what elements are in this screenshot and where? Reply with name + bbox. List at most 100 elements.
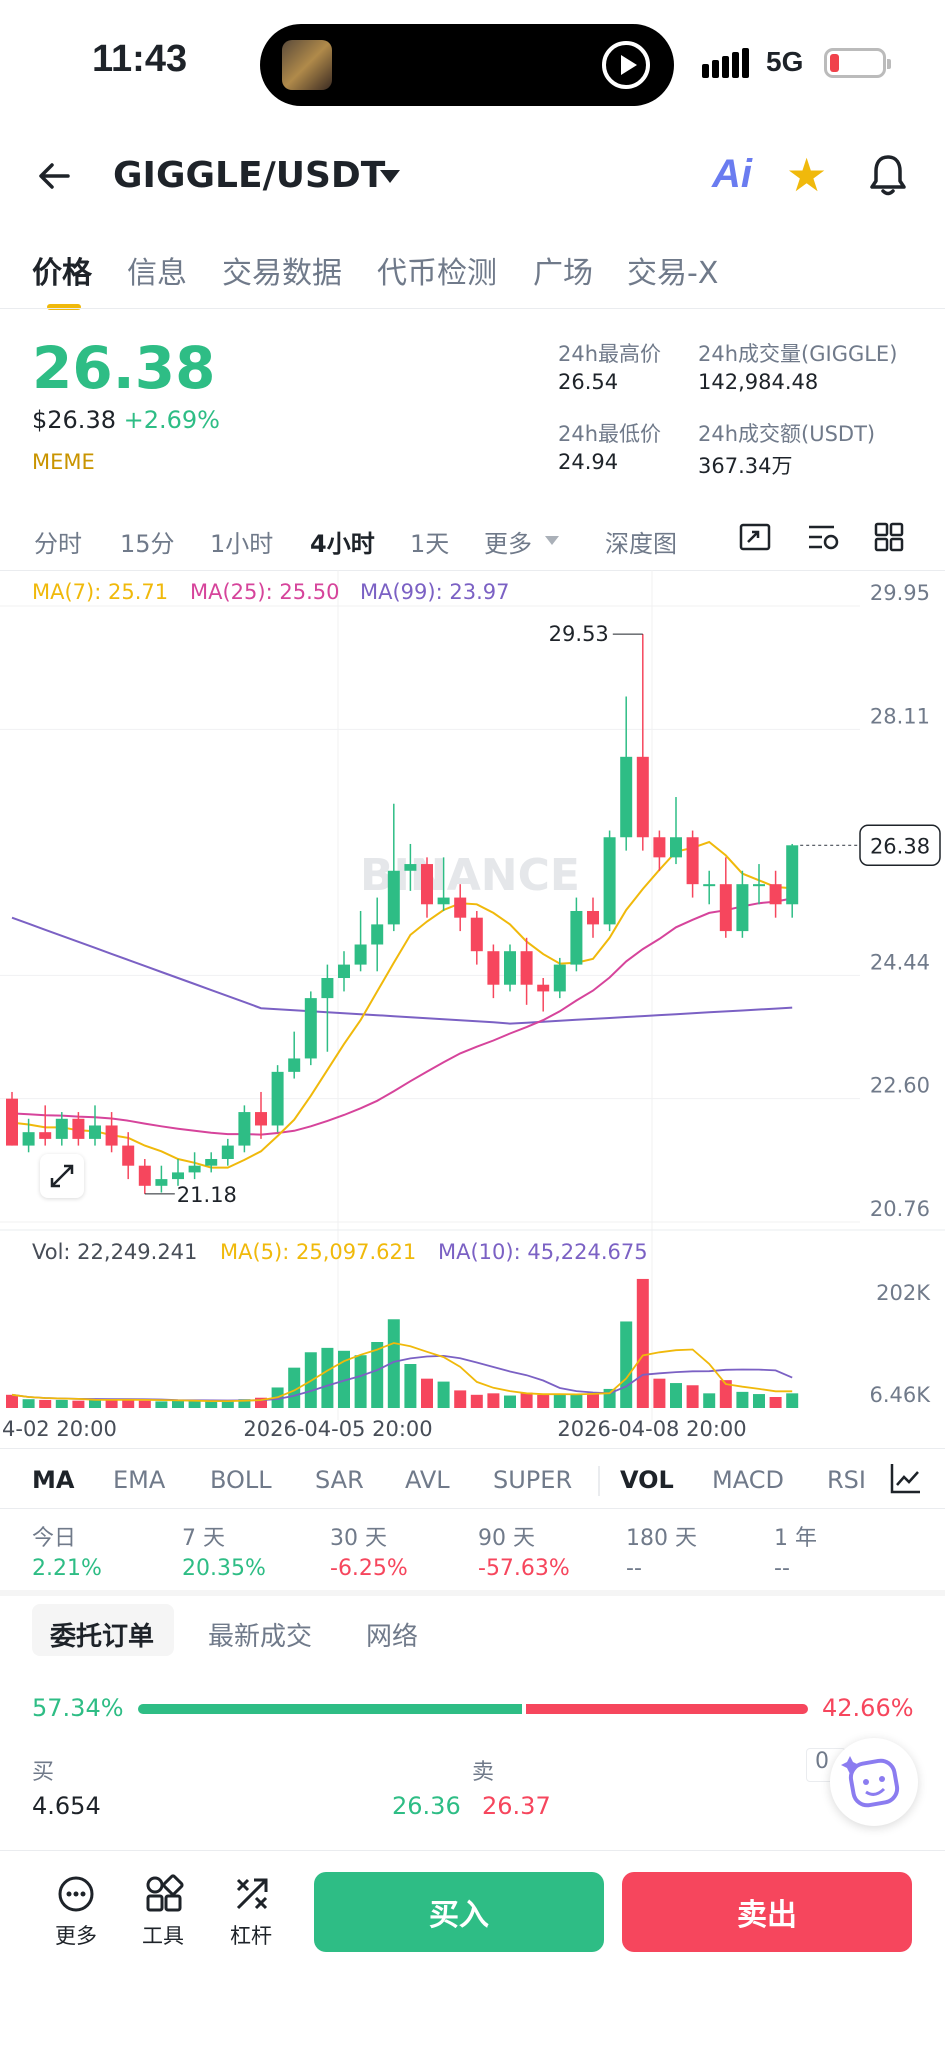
candle-body xyxy=(387,870,400,925)
media-thumbnail-icon xyxy=(282,40,332,90)
fullscreen-icon[interactable] xyxy=(738,522,772,552)
perf-value-today: 2.21% xyxy=(32,1556,102,1581)
indicator-macd[interactable]: MACD xyxy=(712,1466,784,1494)
y-tick-label: 22.60 xyxy=(870,1074,930,1098)
dynamic-island[interactable] xyxy=(260,24,674,106)
sell-button[interactable]: 卖出 xyxy=(622,1872,912,1952)
volume-value: 142,984.48 xyxy=(698,370,819,394)
indicator-boll[interactable]: BOLL xyxy=(210,1466,272,1494)
leverage-icon[interactable] xyxy=(232,1874,272,1914)
tab-price[interactable]: 价格 xyxy=(32,256,92,291)
play-icon[interactable] xyxy=(602,41,650,89)
interval-15m[interactable]: 15分 xyxy=(120,530,175,558)
network-type: 5G xyxy=(766,46,804,77)
low-label: 24h最低价 xyxy=(558,422,662,446)
perf-value-1y: -- xyxy=(774,1556,790,1581)
nav-more-label[interactable]: 更多 xyxy=(55,1924,97,1948)
volume-bar xyxy=(138,1400,151,1408)
tab-trading-data[interactable]: 交易数据 xyxy=(222,256,342,291)
indicator-settings-icon[interactable] xyxy=(806,522,840,552)
candle-body xyxy=(304,998,317,1059)
candle-body xyxy=(371,924,384,945)
expand-chart-button[interactable] xyxy=(40,1154,84,1198)
y-tick-label: 28.11 xyxy=(870,704,930,728)
x-tick-label: 2026-04-08 20:00 xyxy=(557,1417,746,1440)
indicator-ma[interactable]: MA xyxy=(32,1466,75,1494)
buy-button[interactable]: 买入 xyxy=(314,1872,604,1952)
interval-timeline[interactable]: 分时 xyxy=(34,530,82,558)
ma99-line xyxy=(11,916,793,1025)
candle-body xyxy=(736,884,749,932)
ask-price: 26.37 xyxy=(482,1792,551,1820)
tab-trade-x[interactable]: 交易-X xyxy=(627,256,719,291)
tools-icon[interactable] xyxy=(144,1874,184,1914)
interval-4h[interactable]: 4小时 xyxy=(310,530,375,558)
volume-bar xyxy=(387,1319,400,1408)
nav-tools-label[interactable]: 工具 xyxy=(142,1924,184,1948)
vol-ma5-legend: MA(5): 25,097.621 xyxy=(220,1240,417,1264)
interval-more[interactable]: 更多 xyxy=(484,530,532,558)
section-separator xyxy=(0,1590,945,1596)
indicator-vol[interactable]: VOL xyxy=(620,1466,674,1494)
more-icon[interactable] xyxy=(56,1874,96,1914)
candle-body xyxy=(786,845,799,905)
candle-body xyxy=(321,978,334,999)
indicator-avl[interactable]: AVL xyxy=(405,1466,450,1494)
candle-body xyxy=(138,1165,151,1186)
candle-body xyxy=(221,1145,234,1159)
high-label: 24h最高价 xyxy=(558,342,662,366)
candle-body xyxy=(205,1158,218,1166)
perf-label-180d: 180 天 xyxy=(626,1526,697,1551)
divider xyxy=(0,1508,945,1509)
candle-body xyxy=(703,884,716,887)
tab-square[interactable]: 广场 xyxy=(533,256,593,291)
tab-network[interactable]: 网络 xyxy=(366,1622,419,1652)
interval-1d[interactable]: 1天 xyxy=(410,530,450,558)
assistant-button[interactable] xyxy=(830,1738,918,1826)
volume-bar xyxy=(72,1400,85,1408)
indicator-sar[interactable]: SAR xyxy=(315,1466,364,1494)
ai-icon[interactable]: Ai xyxy=(712,152,752,196)
chart-settings-icon[interactable] xyxy=(888,1460,924,1496)
trading-pair-title[interactable]: GIGGLE/USDT xyxy=(113,155,386,196)
indicator-rsi[interactable]: RSI xyxy=(827,1466,866,1494)
indicator-ema[interactable]: EMA xyxy=(113,1466,166,1494)
bid-header: 买 xyxy=(32,1760,55,1785)
tab-recent-trades[interactable]: 最新成交 xyxy=(208,1622,313,1652)
bell-icon[interactable] xyxy=(866,152,910,198)
grid-layout-icon[interactable] xyxy=(872,522,906,552)
caret-down-icon[interactable] xyxy=(545,536,559,545)
ask-header: 卖 xyxy=(472,1760,495,1785)
category-tag[interactable]: MEME xyxy=(32,450,95,474)
indicator-super[interactable]: SUPER xyxy=(493,1466,573,1494)
candle-body xyxy=(437,897,450,905)
candle-body xyxy=(719,884,732,932)
buy-ratio-bar xyxy=(138,1704,522,1714)
interval-1h[interactable]: 1小时 xyxy=(210,530,274,558)
star-favorite-icon[interactable]: ★ xyxy=(786,148,828,202)
low-value: 24.94 xyxy=(558,450,619,474)
candle-body xyxy=(769,884,782,905)
volume-bar xyxy=(155,1401,168,1408)
back-arrow-icon[interactable] xyxy=(34,156,74,196)
buy-ratio: 57.34% xyxy=(32,1694,124,1722)
volume-bar xyxy=(39,1399,52,1408)
volume-bar xyxy=(338,1350,350,1408)
divider xyxy=(598,1466,600,1496)
tab-token-check[interactable]: 代币检测 xyxy=(377,256,497,291)
volume-bar xyxy=(653,1378,666,1408)
depth-chart-tab[interactable]: 深度图 xyxy=(605,530,677,558)
volume-bar xyxy=(371,1342,384,1408)
amount-label: 24h成交额(USDT) xyxy=(698,422,876,446)
order-tab-active-bg xyxy=(32,1604,174,1656)
tab-info[interactable]: 信息 xyxy=(127,256,187,291)
candle-body xyxy=(238,1112,251,1146)
battery-icon xyxy=(824,48,891,78)
nav-leverage-label[interactable]: 杠杆 xyxy=(230,1924,272,1948)
tab-order-book[interactable]: 委托订单 xyxy=(50,1622,155,1652)
candlestick-chart[interactable]: 29.9528.1124.4422.6020.76BINANCE29.5321.… xyxy=(0,570,945,1440)
caret-down-icon[interactable] xyxy=(380,170,400,183)
volume-bar xyxy=(205,1401,218,1408)
divider xyxy=(0,570,945,571)
perf-value-7d: 20.35% xyxy=(182,1556,266,1581)
